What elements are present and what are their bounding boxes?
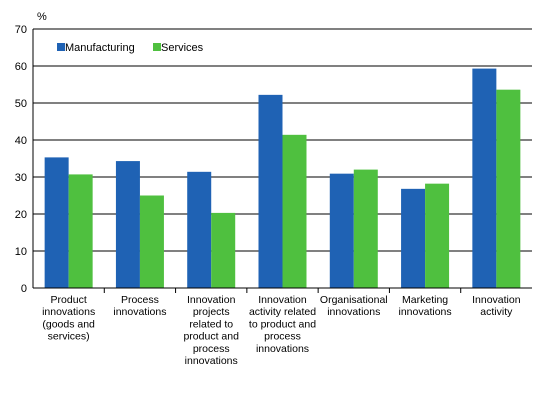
bar-manufacturing-0 (44, 157, 69, 288)
bar-services-3 (282, 134, 307, 288)
x-category-label-line: process (264, 331, 301, 343)
x-category-label-line: activity (480, 306, 513, 318)
bar-manufacturing-4 (329, 173, 354, 288)
legend-label-services: Services (161, 42, 204, 54)
bar-services-6 (496, 89, 521, 289)
x-category-label: Innovation projects related to product and p… (183, 294, 239, 367)
y-tick-label: 60 (15, 61, 27, 73)
bar-manufacturing-5 (401, 188, 426, 288)
legend-label-manufacturing: Manufacturing (65, 42, 135, 54)
bar-services-5 (425, 183, 450, 288)
x-category-label: Marketing innovations (399, 294, 452, 318)
bar-services-2 (211, 212, 236, 288)
x-category-label-line: Product (51, 294, 87, 306)
x-category-label: Innovation activity related to product and… (249, 294, 316, 355)
y-tick-label: 0 (21, 283, 27, 295)
bar-services-0 (68, 174, 93, 288)
x-category-label-line: innovations (113, 306, 166, 318)
x-category-label-line: to product and (249, 318, 316, 330)
x-category-labels: Product innovations (goods and services)Pro… (42, 294, 521, 367)
x-category-label-line: innovations (327, 306, 380, 318)
x-category-label-line: innovations (185, 355, 238, 367)
legend-swatch-manufacturing (57, 43, 65, 51)
y-tick-labels: 0 10 20 30 40 50 60 70 (15, 24, 27, 295)
x-category-label-line: Marketing (402, 294, 448, 306)
x-category-label-line: innovations (399, 306, 452, 318)
x-category-label: Product innovations (goods and services) (42, 294, 95, 343)
axes (32, 29, 532, 293)
x-category-label-line: Organisational (320, 294, 388, 306)
legend: Manufacturing Services (57, 42, 204, 54)
x-category-label-line: innovations (42, 306, 95, 318)
x-category-label: Process innovations (113, 294, 166, 318)
bar-manufacturing-2 (187, 171, 212, 288)
y-axis-unit-label: % (37, 11, 47, 23)
y-tick-label: 70 (15, 24, 27, 36)
x-category-label-line: related to (189, 318, 233, 330)
x-category-label-line: projects (193, 306, 230, 318)
legend-swatch-services (153, 43, 161, 51)
x-category-label: Organisational innovations (320, 294, 388, 318)
x-category-label-line: (goods and (42, 318, 95, 330)
y-tick-label: 40 (15, 135, 27, 147)
x-category-label-line: Innovation (472, 294, 521, 306)
x-category-label: Innovation activity (472, 294, 521, 318)
y-tick-label: 20 (15, 209, 27, 221)
bar-services-4 (353, 169, 378, 288)
y-tick-label: 30 (15, 172, 27, 184)
bars (44, 68, 521, 289)
x-category-label-line: services) (48, 331, 90, 343)
x-category-label-line: innovations (256, 343, 309, 355)
x-category-label-line: Process (121, 294, 159, 306)
x-category-label-line: Innovation (187, 294, 236, 306)
bar-services-1 (139, 195, 164, 288)
y-tick-label: 50 (15, 98, 27, 110)
bar-manufacturing-3 (258, 94, 283, 288)
bar-manufacturing-6 (472, 68, 497, 288)
x-category-label-line: activity related (249, 306, 316, 318)
x-category-label-line: Innovation (258, 294, 307, 306)
x-category-label-line: product and (183, 331, 239, 343)
y-tick-label: 10 (15, 246, 27, 258)
bar-manufacturing-1 (115, 161, 140, 288)
x-category-label-line: process (193, 343, 230, 355)
